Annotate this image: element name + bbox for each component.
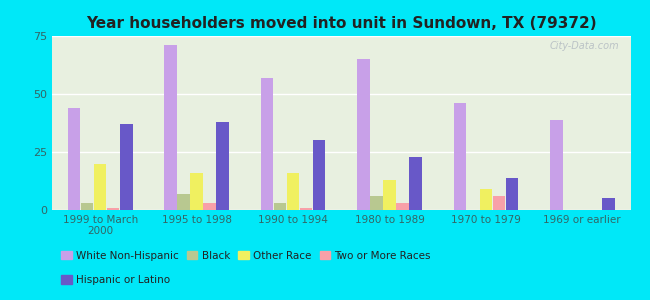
Bar [410, 157, 422, 210]
Bar [177, 194, 190, 210]
Bar [261, 78, 273, 210]
Bar [94, 164, 107, 210]
Bar [480, 189, 492, 210]
Bar [190, 173, 203, 210]
Bar [300, 208, 312, 210]
Bar [81, 203, 94, 210]
Bar [384, 180, 396, 210]
Bar [370, 196, 383, 210]
Bar [506, 178, 518, 210]
Bar [493, 196, 505, 210]
Bar [357, 59, 370, 210]
Bar [550, 119, 562, 210]
Legend: Hispanic or Latino: Hispanic or Latino [57, 271, 174, 289]
Bar [454, 103, 466, 210]
Title: Year householders moved into unit in Sundown, TX (79372): Year householders moved into unit in Sun… [86, 16, 597, 31]
Bar [68, 108, 81, 210]
Bar [287, 173, 299, 210]
Bar [216, 122, 229, 210]
Bar [396, 203, 409, 210]
Bar [164, 45, 177, 210]
Bar [120, 124, 133, 210]
Bar [274, 203, 286, 210]
Bar [313, 140, 326, 210]
Bar [602, 198, 615, 210]
Bar [107, 208, 120, 210]
Text: City-Data.com: City-Data.com [549, 41, 619, 51]
Bar [203, 203, 216, 210]
